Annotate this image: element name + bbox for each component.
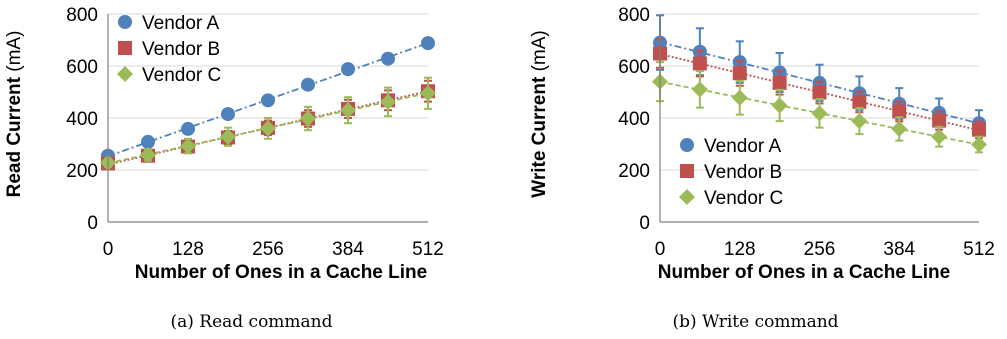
data-point: [891, 120, 908, 137]
x-tick-label: 128: [724, 239, 756, 260]
data-point: [772, 75, 787, 90]
data-point: [811, 105, 828, 122]
y-tick-label: 0: [87, 213, 98, 234]
legend-label: Vendor A: [704, 136, 781, 157]
data-point: [180, 138, 196, 155]
y-tick-label: 200: [618, 161, 650, 182]
data-point: [420, 85, 436, 102]
data-point: [851, 113, 868, 130]
legend-label: Vendor C: [142, 65, 221, 86]
legend-marker: [680, 164, 694, 178]
series-vendor-a: [101, 36, 435, 163]
y-axis-title-unit: (mA): [529, 30, 550, 72]
x-tick-label: 128: [172, 239, 204, 260]
data-point: [140, 146, 156, 163]
legend-marker: [679, 189, 695, 205]
data-point: [691, 81, 708, 98]
x-tick-label: 0: [655, 239, 666, 260]
trend-line: [659, 53, 980, 132]
data-point: [261, 93, 275, 108]
x-tick-label: 512: [963, 239, 995, 260]
x-tick-label: 0: [103, 239, 114, 260]
legend-marker: [117, 66, 133, 82]
x-tick-label: 256: [804, 239, 836, 260]
y-tick-label: 800: [66, 5, 98, 26]
data-point: [852, 94, 867, 109]
data-point: [301, 77, 315, 92]
y-tick-label: 600: [618, 57, 650, 78]
data-point: [892, 104, 907, 119]
y-tick-label: 400: [66, 109, 98, 130]
data-point: [972, 122, 986, 137]
data-point: [141, 134, 155, 149]
legend: Vendor A Vendor B Vendor C: [679, 136, 783, 209]
x-axis-title: Number of Ones in a Cache Line: [657, 262, 951, 283]
legend-marker: [118, 41, 132, 55]
chart-panel-read: 0 200 400 600 800 0 128 256 384 512 Vendor A Vendor…: [0, 0, 503, 339]
data-point: [421, 36, 435, 51]
data-point: [732, 66, 747, 81]
legend-label: Vendor B: [142, 39, 220, 60]
y-tick-label: 800: [618, 5, 650, 26]
series-vendor-c: [652, 61, 987, 154]
trend-line: [659, 41, 980, 125]
data-point: [932, 113, 947, 128]
x-tick-label: 384: [883, 239, 915, 260]
legend: Vendor A Vendor B Vendor C: [117, 13, 221, 86]
chart-panel-write: 0 200 400 600 800 0 128 256 384 512 Vendor A Vendor…: [504, 0, 1007, 339]
y-axis-title-bold: Read Current: [4, 77, 25, 198]
y-tick-label: 600: [66, 57, 98, 78]
data-point: [220, 128, 236, 145]
x-tick-label: 256: [252, 239, 284, 260]
data-point: [260, 120, 276, 137]
data-point: [692, 56, 707, 71]
data-point: [221, 107, 235, 122]
legend-marker: [680, 138, 694, 152]
data-point: [381, 51, 395, 66]
data-point: [731, 89, 748, 106]
y-axis-title: Read Current (mA): [0, 0, 30, 228]
data-point: [181, 121, 195, 136]
data-point: [812, 85, 827, 100]
data-point: [931, 128, 948, 145]
data-point: [340, 102, 356, 119]
legend-marker: [118, 15, 132, 29]
x-tick-label: 384: [332, 239, 364, 260]
x-axis-title: Number of Ones in a Cache Line: [134, 262, 428, 283]
legend-label: Vendor B: [704, 162, 782, 183]
y-axis-title-bold: Write Current: [529, 76, 550, 198]
legend-label: Vendor A: [142, 13, 219, 34]
data-point: [971, 136, 987, 153]
y-axis-title-unit: (mA): [4, 30, 25, 72]
data-point: [341, 62, 355, 77]
y-tick-label: 400: [618, 109, 650, 130]
legend-label: Vendor C: [704, 188, 783, 209]
y-axis-title: Write Current (mA): [525, 0, 555, 228]
data-point: [380, 93, 396, 110]
caption: (b) Write command: [672, 312, 839, 332]
y-tick-label: 0: [639, 213, 650, 234]
data-point: [300, 110, 316, 127]
series-vendor-c: [100, 76, 436, 171]
x-tick-label: 512: [412, 239, 444, 260]
y-tick-label: 200: [66, 161, 98, 182]
caption: (a) Read command: [170, 312, 333, 332]
data-point: [771, 97, 788, 114]
